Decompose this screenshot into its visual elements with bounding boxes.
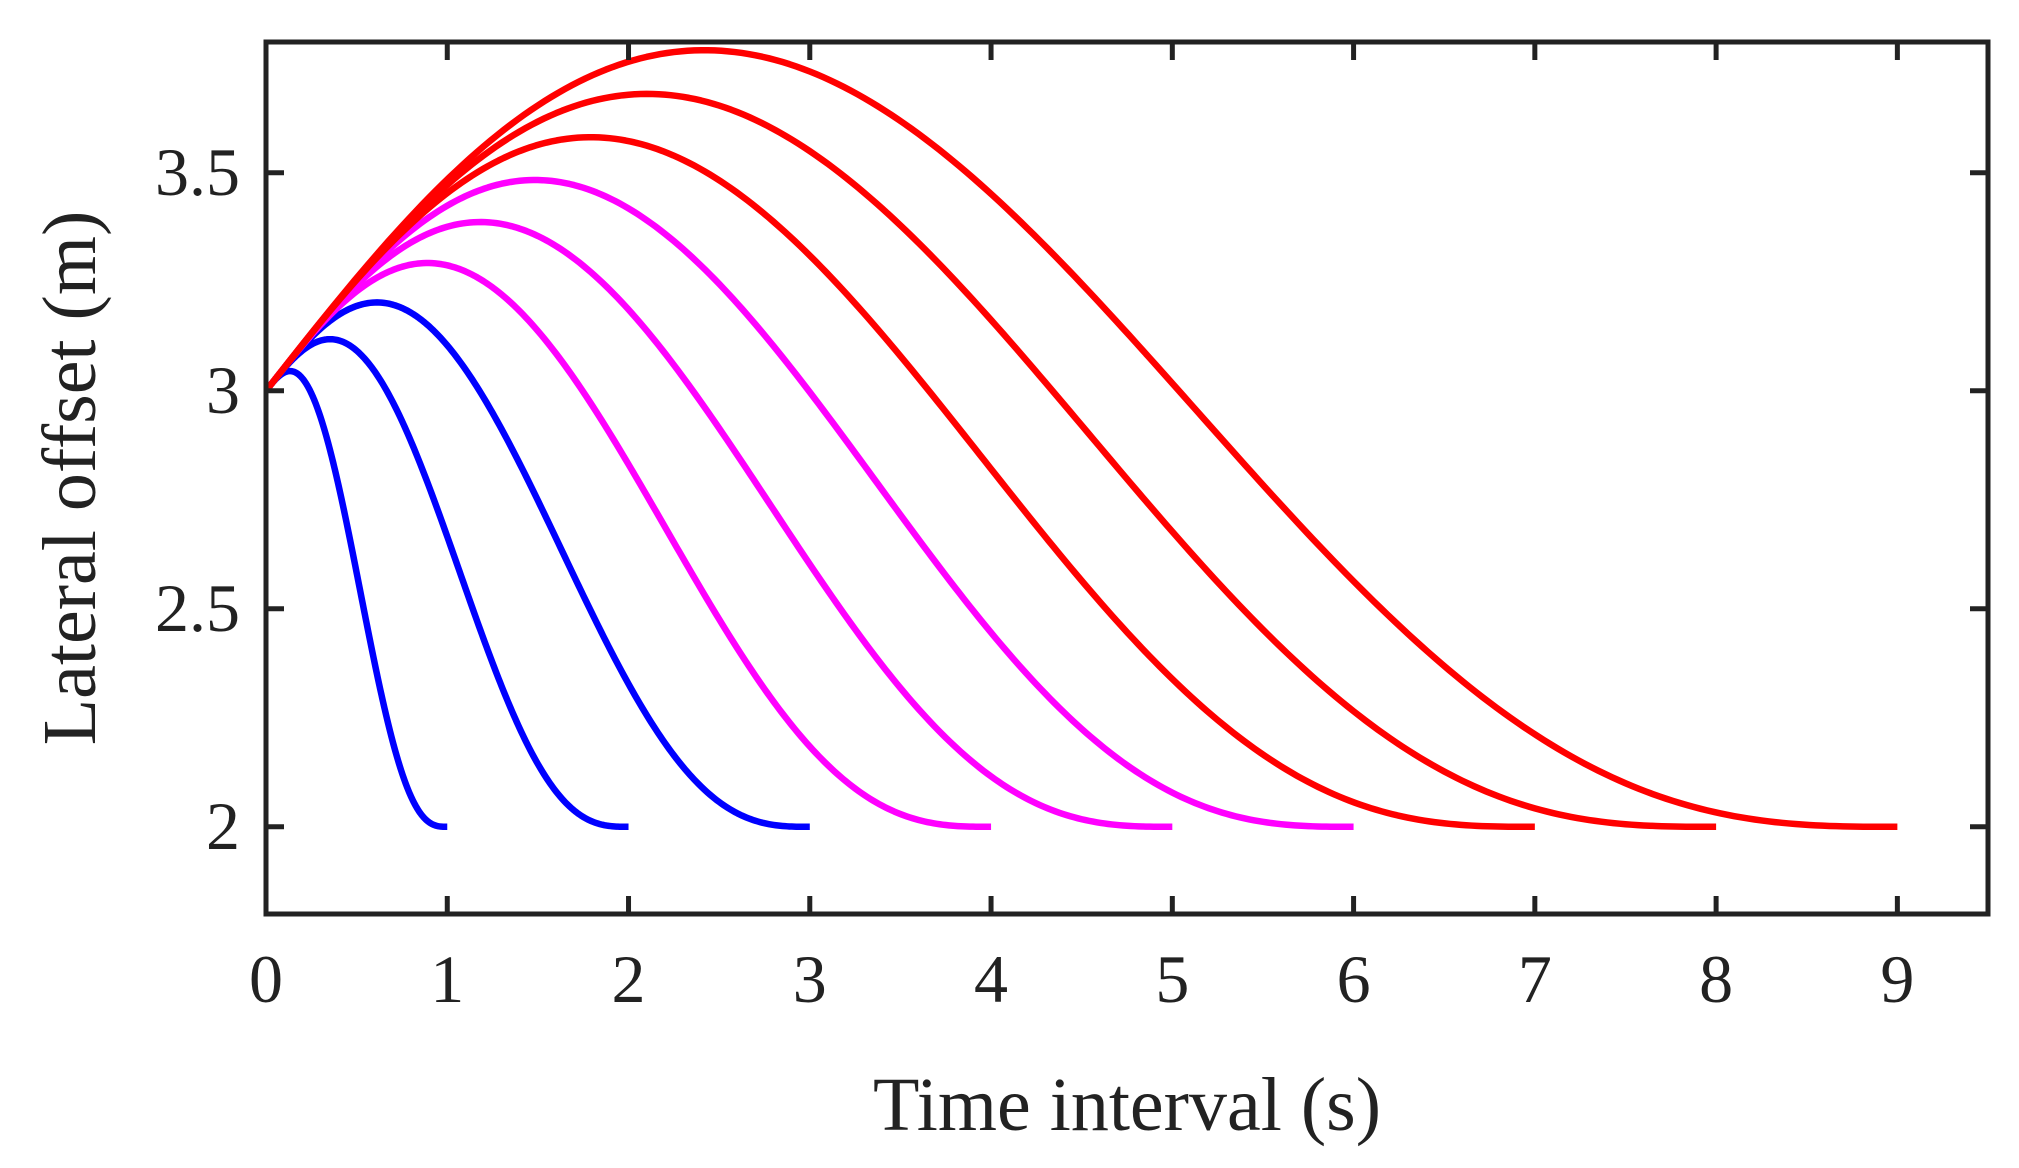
plot-frame [263,39,1991,917]
y-axis-label: Lateral offset (m) [28,211,112,746]
series-line-7s [263,133,1535,831]
x-tick-label-8: 8 [1699,941,1733,1017]
series-layer [263,47,1898,831]
x-tick-label-6: 6 [1337,941,1371,1017]
x-tick-label-1: 1 [430,941,464,1017]
x-tick-label-7: 7 [1518,941,1552,1017]
x-tick-label-2: 2 [612,941,646,1017]
y-tick-label-2: 2 [206,788,240,864]
series-line-3s [263,299,811,831]
y-tick-label-3.5: 3.5 [155,134,240,210]
series-line-6s [263,176,1354,831]
series-line-1s [263,367,450,831]
x-tick-label-3: 3 [793,941,827,1017]
y-tick-label-2.5: 2.5 [155,570,240,646]
series-line-5s [263,218,1173,831]
x-tick-label-9: 9 [1880,941,1914,1017]
series-line-9s [263,47,1898,831]
series-line-4s [263,259,992,831]
series-line-8s [263,90,1717,831]
x-tick-label-4: 4 [974,941,1008,1017]
x-tick-label-0: 0 [249,941,283,1017]
x-axis-label: Time interval (s) [873,1063,1381,1147]
y-tick-label-3: 3 [206,352,240,428]
tick-label-layer: 0 1 2 3 4 5 6 7 8 9 2 2.5 3 3.5 [155,134,1914,1017]
x-tick-label-5: 5 [1155,941,1189,1017]
series-line-2s [263,335,631,831]
